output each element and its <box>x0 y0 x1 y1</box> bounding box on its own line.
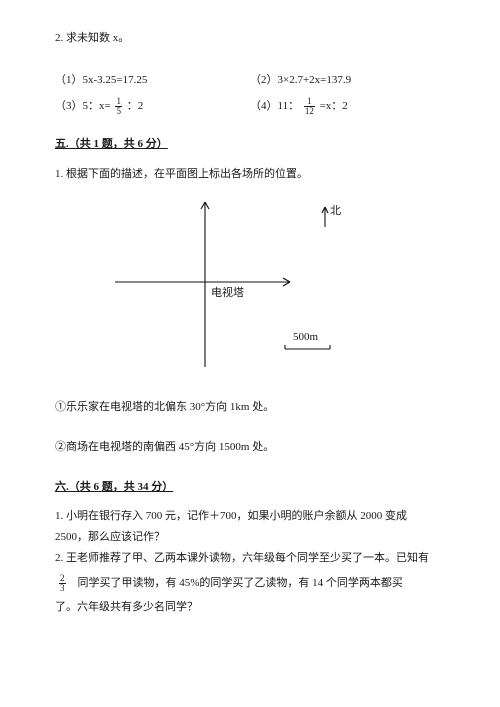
s6-q2-line1: 2. 王老师推荐了甲、乙两本课外读物，六年级每个同学至少买了一本。已知有 <box>55 550 445 568</box>
problem-2-title: 2. 求未知数 x。 <box>55 30 445 48</box>
equation-3: （3）5：x= 15 ：2 <box>55 97 250 116</box>
eq4-post: =x：2 <box>317 100 348 112</box>
north-label: 北 <box>330 203 341 221</box>
eq3-post: ：2 <box>124 100 143 112</box>
equation-1: （1）5x-3.25=17.25 <box>55 72 250 90</box>
section-5-header: 五.（共 1 题，共 6 分） <box>55 136 445 154</box>
s5-q1: 1. 根据下面的描述，在平面图上标出各场所的位置。 <box>55 166 445 184</box>
eq3-fraction: 15 <box>115 97 122 116</box>
s6-q1-line1: 1. 小明在银行存入 700 元，记作＋700，如果小明的账户余额从 2000 … <box>55 508 445 526</box>
eq4-pre: （4）11： <box>250 100 302 112</box>
s5-sub2: ②商场在电视塔的南偏西 45°方向 1500m 处。 <box>55 439 445 457</box>
eq3-pre: （3）5：x= <box>55 100 113 112</box>
s6-q2-line2: 23 同学买了甲读物，有 45%的同学买了乙读物，有 14 个同学两本都买 <box>55 574 445 593</box>
s6-q2-fraction: 23 <box>59 574 66 593</box>
equation-2: （2）3×2.7+2x=137.9 <box>250 72 445 90</box>
coordinate-diagram: 北 电视塔 500m <box>115 197 375 377</box>
equation-4: （4）11： 112 =x：2 <box>250 97 445 116</box>
scale-label: 500m <box>293 329 318 347</box>
tower-label: 电视塔 <box>211 285 244 303</box>
s6-q2-line3: 了。六年级共有多少名同学？ <box>55 599 445 617</box>
s5-sub1: ①乐乐家在电视塔的北偏东 30°方向 1km 处。 <box>55 399 445 417</box>
section-6-header: 六.（共 6 题，共 34 分） <box>55 479 445 497</box>
s6-q1-line2: 2500，那么应该记作？ <box>55 529 445 547</box>
s6-q2-mid: 同学买了甲读物，有 45%的同学买了乙读物，有 14 个同学两本都买 <box>78 575 403 593</box>
eq4-fraction: 112 <box>304 97 315 116</box>
